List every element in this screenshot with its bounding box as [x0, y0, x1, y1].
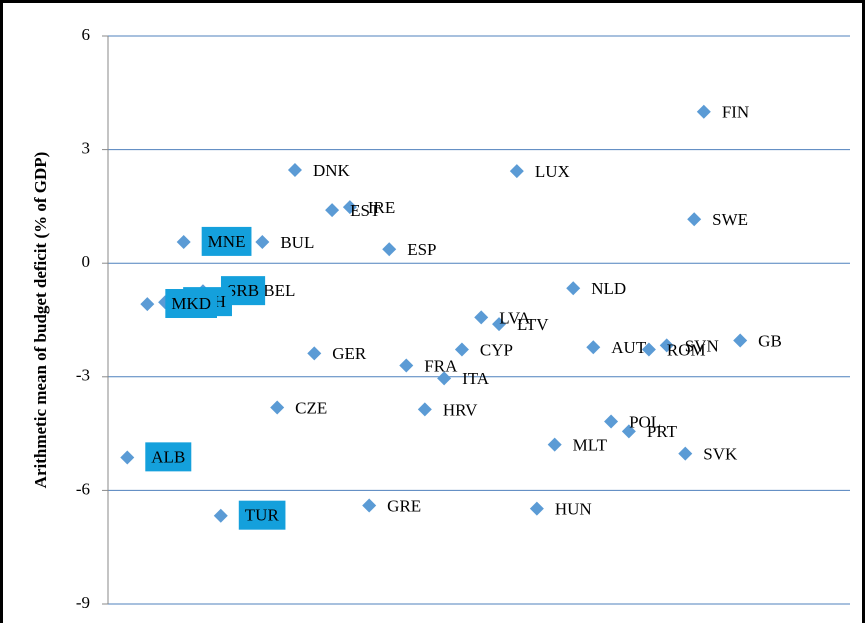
- point: [529, 501, 544, 516]
- point: [492, 317, 507, 332]
- point-label: MNE: [208, 232, 246, 251]
- point: [733, 333, 748, 348]
- point: [437, 371, 452, 386]
- point: [270, 400, 285, 415]
- point: [687, 212, 702, 227]
- point-label: GB: [758, 331, 782, 350]
- point-label: FRA: [424, 356, 458, 375]
- point-label: SVK: [703, 445, 738, 464]
- point: [566, 281, 581, 296]
- point-label: MKD: [171, 294, 211, 313]
- point: [342, 200, 357, 215]
- point-label: FIN: [722, 103, 749, 122]
- y-tick-label: 3: [82, 139, 91, 158]
- point-label: GRE: [387, 496, 421, 515]
- point: [362, 498, 377, 513]
- point-label: MLT: [573, 435, 608, 454]
- point-label: LTV: [517, 315, 549, 334]
- point: [586, 340, 601, 355]
- point-label: AUT: [611, 338, 647, 357]
- point: [454, 342, 469, 357]
- point: [678, 446, 693, 461]
- point-label: SVN: [685, 336, 719, 355]
- label-box: [165, 289, 217, 319]
- point-label: TUR: [245, 506, 280, 525]
- point: [325, 203, 340, 218]
- point-label: SRB: [227, 281, 259, 300]
- point: [176, 234, 191, 249]
- point: [659, 338, 674, 353]
- point-label: HUN: [555, 499, 592, 518]
- point-label: CYP: [480, 340, 513, 359]
- label-box: [201, 226, 252, 256]
- point: [417, 402, 432, 417]
- point-label: NLD: [591, 279, 626, 298]
- point: [696, 104, 711, 119]
- point: [399, 358, 414, 373]
- point-label: CZE: [295, 398, 327, 417]
- point-label: SWE: [712, 210, 748, 229]
- point: [509, 164, 524, 179]
- point-label: DNK: [313, 161, 351, 180]
- point: [213, 508, 228, 523]
- point: [140, 297, 155, 312]
- y-tick-label: -9: [76, 593, 90, 612]
- point-label: ROM: [667, 340, 706, 359]
- point: [382, 242, 397, 257]
- y-tick-label: -6: [76, 479, 90, 498]
- point: [474, 310, 489, 325]
- point-label: BEL: [263, 281, 295, 300]
- label-box: [238, 500, 286, 530]
- y-tick-label: -3: [76, 366, 90, 385]
- y-tick-label: 0: [82, 252, 91, 271]
- point: [120, 450, 135, 465]
- point: [547, 437, 562, 452]
- point-label: EST: [350, 201, 381, 220]
- point: [287, 163, 302, 178]
- y-tick-label: 6: [82, 25, 91, 44]
- point-label: ESP: [407, 240, 436, 259]
- label-box: [145, 442, 192, 472]
- point: [604, 414, 619, 429]
- point: [255, 234, 270, 249]
- point-label: LUX: [535, 162, 570, 181]
- y-axis-label: Arithmetic mean of budget deficit (% of …: [31, 152, 50, 489]
- point: [621, 424, 636, 439]
- point-label: IRE: [368, 198, 395, 217]
- point: [641, 342, 656, 357]
- point-label: PRT: [647, 422, 678, 441]
- point-label: ITA: [462, 369, 490, 388]
- point-label: POL: [629, 412, 661, 431]
- point-label: GER: [332, 344, 367, 363]
- point-label: HRV: [443, 400, 478, 419]
- point-label: ALB: [151, 447, 185, 466]
- point: [307, 346, 322, 361]
- point-label: LVA: [499, 308, 531, 327]
- point-label: BUL: [280, 233, 314, 252]
